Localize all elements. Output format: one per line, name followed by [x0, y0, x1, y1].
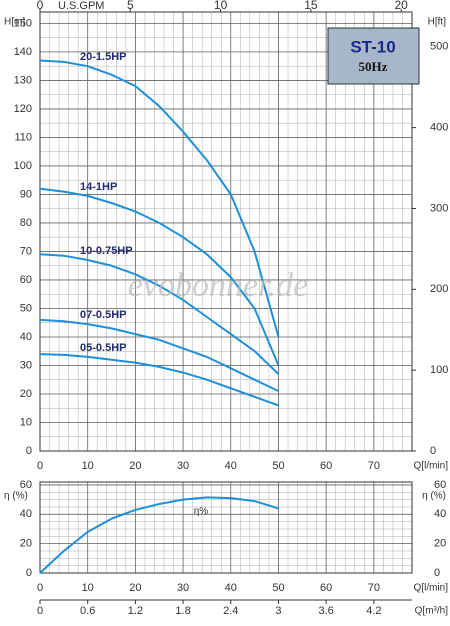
y2-tick-label: 60 — [434, 479, 446, 491]
curve — [39, 318, 279, 393]
x-axis-label: Q[l/min] — [414, 583, 449, 594]
x2-tick-label: 5 — [127, 0, 134, 12]
x3-tick-label: 0.6 — [80, 605, 95, 617]
y-tick-label: 150 — [14, 17, 32, 29]
y-tick-label: 50 — [20, 302, 32, 314]
x-tick-label: 40 — [225, 582, 237, 594]
x-tick-label: 60 — [320, 460, 332, 472]
series-label: 10-0.75HP — [80, 245, 133, 257]
x-tick-label: 70 — [368, 460, 380, 472]
title-box: ST-10 50Hz — [327, 27, 420, 85]
y2-tick-label: 0 — [434, 567, 440, 579]
x2-tick-label: 10 — [214, 0, 228, 12]
y2-tick-label: 500 — [430, 41, 448, 53]
x3-tick-label: 1.2 — [128, 605, 143, 617]
y-tick-label: 0 — [26, 567, 32, 579]
y-axis-label: η (%) — [4, 491, 28, 502]
x-tick-label: 50 — [272, 460, 284, 472]
curve — [39, 187, 280, 366]
x3-tick-label: 4.2 — [366, 605, 381, 617]
y-tick-label: 60 — [20, 479, 32, 491]
y-tick-label: 110 — [14, 131, 32, 143]
x-tick-label: 50 — [272, 582, 284, 594]
y-tick-label: 90 — [20, 188, 32, 200]
x-tick-label: 0 — [37, 582, 43, 594]
y2-tick-label: 300 — [430, 202, 448, 214]
curve — [39, 253, 280, 375]
x3-tick-label: 0 — [37, 605, 43, 617]
plot-frame — [39, 11, 413, 452]
x-tick-label: 30 — [177, 582, 189, 594]
x-tick-label: 20 — [129, 460, 141, 472]
x-tick-label: 0 — [37, 460, 43, 472]
watermark: evobonner.de — [128, 267, 308, 304]
y-tick-label: 140 — [14, 46, 32, 58]
y-tick-label: 60 — [20, 274, 32, 286]
x-axis-label: Q[l/min] — [414, 461, 449, 472]
y2-tick-label: 40 — [434, 508, 446, 520]
chart-title: ST-10 — [350, 37, 395, 56]
x-tick-label: 20 — [129, 582, 141, 594]
x-tick-label: 60 — [320, 582, 332, 594]
y2-tick-label: 200 — [430, 283, 448, 295]
curve — [39, 496, 279, 574]
y-tick-label: 20 — [20, 388, 32, 400]
y2-tick-label: 100 — [430, 364, 448, 376]
x2-axis-label: U.S.GPM — [58, 0, 104, 12]
x-tick-label: 70 — [368, 582, 380, 594]
y-tick-label: 40 — [20, 508, 32, 520]
y-tick-label: 40 — [20, 331, 32, 343]
x-tick-label: 40 — [225, 460, 237, 472]
y-tick-label: 80 — [20, 217, 32, 229]
y-tick-label: 10 — [20, 416, 32, 428]
curve — [39, 353, 279, 407]
y-tick-label: 100 — [14, 160, 32, 172]
series-label: 20-1.5HP — [80, 51, 126, 63]
annotation: η% — [194, 506, 209, 517]
series-label: 05-0.5HP — [80, 342, 126, 354]
x2-tick-label: 0 — [37, 0, 44, 12]
plot-area — [40, 12, 412, 451]
y-axis-label: H[m] — [4, 17, 25, 28]
y2-axis-label: H[ft] — [428, 17, 447, 28]
y-tick-label: 120 — [14, 103, 32, 115]
x-tick-label: 10 — [82, 582, 94, 594]
y2-axis-label: η (%) — [422, 491, 446, 502]
y-tick-label: 0 — [26, 445, 32, 457]
x2-tick-label: 15 — [304, 0, 318, 12]
series-label: 14-1HP — [80, 181, 117, 193]
curve — [39, 59, 280, 338]
y-tick-label: 70 — [20, 245, 32, 257]
x3-axis-label: Q[m³/h] — [415, 606, 449, 617]
plot-frame — [39, 481, 413, 574]
x3-tick-label: 1.8 — [175, 605, 190, 617]
chart-subtitle: 50Hz — [359, 59, 388, 74]
y-tick-label: 130 — [14, 74, 32, 86]
x-tick-label: 10 — [82, 460, 94, 472]
x3-tick-label: 2.4 — [223, 605, 238, 617]
x3-tick-label: 3 — [275, 605, 281, 617]
x-tick-label: 30 — [177, 460, 189, 472]
y-tick-label: 20 — [20, 538, 32, 550]
series-label: 07-0.5HP — [80, 309, 126, 321]
x3-tick-label: 3.6 — [319, 605, 334, 617]
x2-tick-label: 20 — [394, 0, 408, 12]
y2-tick-label: 20 — [434, 538, 446, 550]
y2-tick-label: 400 — [430, 122, 448, 134]
y-tick-label: 30 — [20, 359, 32, 371]
y2-tick-label: 0 — [430, 445, 436, 457]
title-box-bg — [327, 27, 420, 85]
